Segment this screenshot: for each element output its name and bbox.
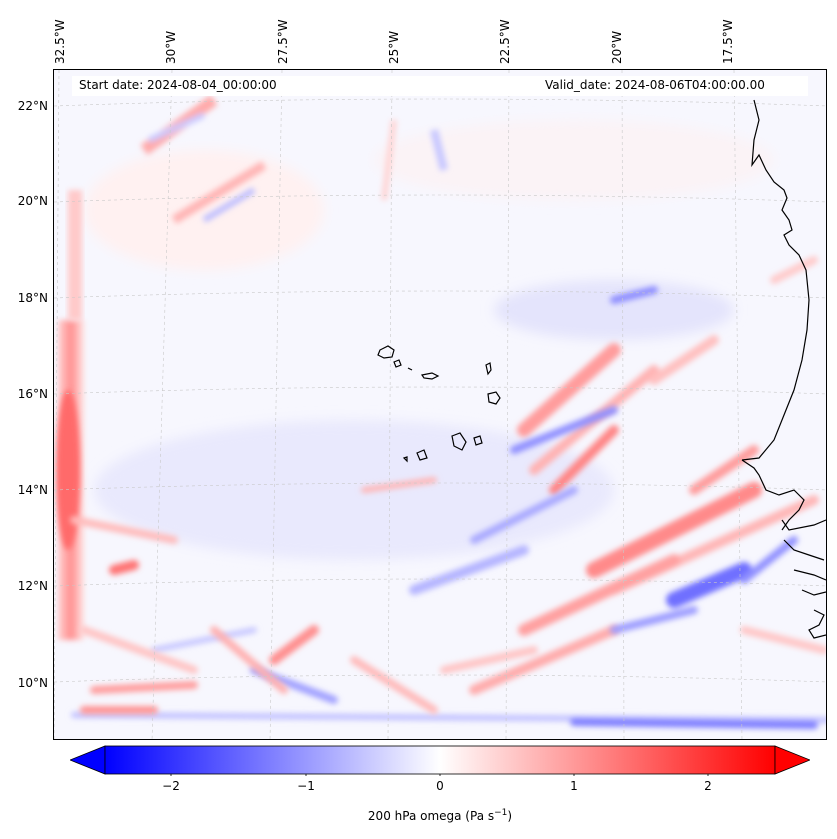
colorbar-title: 200 hPa omega (Pa s−1) — [367, 808, 513, 823]
colorbar-tick-0: 0 — [436, 779, 444, 793]
lon-label-30w: 30°W — [164, 30, 178, 64]
lat-label-14n: 14°N — [17, 483, 48, 497]
lat-label-16n: 16°N — [17, 387, 48, 401]
lat-label-10n: 10°N — [17, 676, 48, 690]
lat-label-22n: 22°N — [17, 99, 48, 113]
lon-label-27-5w: 27.5°W — [276, 19, 290, 64]
colorbar — [70, 745, 810, 776]
colorbar-tick-1: 1 — [570, 779, 578, 793]
colorbar-tick-minus1: −1 — [297, 779, 315, 793]
colorbar-min-extend — [70, 745, 106, 775]
omega-map — [53, 69, 827, 740]
colorbar-gradient — [104, 745, 776, 775]
lat-label-20n: 20°N — [17, 194, 48, 208]
colorbar-max-extend — [774, 745, 810, 775]
lon-label-32-5w: 32.5°W — [53, 19, 67, 64]
lon-label-25w: 25°W — [387, 30, 401, 64]
colorbar-tick-minus2: −2 — [162, 779, 180, 793]
graticule — [54, 70, 826, 739]
lon-label-17-5w: 17.5°W — [721, 19, 735, 64]
colorbar-tick-2: 2 — [704, 779, 712, 793]
lon-label-20w: 20°W — [610, 30, 624, 64]
lon-label-22-5w: 22.5°W — [498, 19, 512, 64]
header-strip — [72, 76, 808, 96]
cape-verde-islands — [377, 345, 501, 463]
valid-date-label: Valid_date: 2024-08-06T04:00:00.00 — [545, 78, 765, 92]
omega-field — [54, 70, 826, 739]
map-canvas — [54, 70, 826, 739]
lat-label-18n: 18°N — [17, 291, 48, 305]
lat-label-12n: 12°N — [17, 579, 48, 593]
coastline — [741, 99, 826, 639]
start-date-label: Start date: 2024-08-04_00:00:00 — [79, 78, 277, 92]
